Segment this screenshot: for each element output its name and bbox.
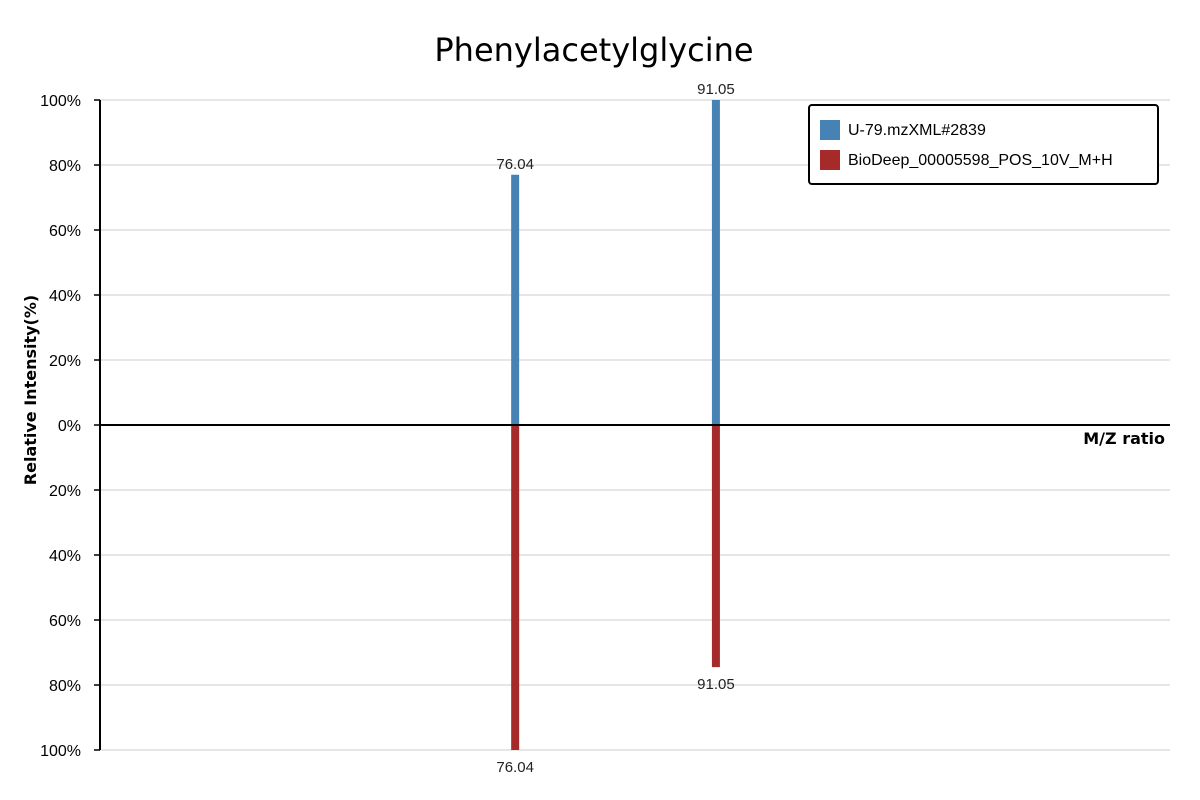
sample-peak-bar — [711, 100, 720, 425]
peak-labels: 76.04 91.05 76.04 91.05 — [496, 81, 734, 776]
legend-label-sample: U-79.mzXML#2839 — [848, 122, 986, 139]
sample-peak-bar — [511, 174, 520, 425]
y-tick-label: 60% — [49, 613, 81, 630]
sample-peak-label: 76.04 — [496, 156, 534, 173]
y-tick-label: 40% — [49, 548, 81, 565]
peak-bars — [511, 100, 720, 750]
y-tick-label: 60% — [49, 223, 81, 240]
legend-box — [808, 104, 1159, 185]
y-tick-label: 80% — [49, 158, 81, 175]
reference-peak-bar — [711, 425, 720, 668]
y-tick-label: 100% — [40, 743, 81, 760]
sample-peak-label: 91.05 — [697, 81, 735, 98]
chart-title: Phenylacetylglycine — [434, 31, 753, 69]
y-tick-label: 20% — [49, 483, 81, 500]
reference-peak-label: 91.05 — [697, 676, 735, 693]
legend: U-79.mzXML#2839 BioDeep_00005598_POS_10V… — [808, 104, 1159, 185]
reference-peak-bar — [511, 425, 520, 750]
reference-peak-label: 76.04 — [496, 759, 534, 776]
y-tick-label: 80% — [49, 678, 81, 695]
legend-swatch-reference — [820, 150, 840, 170]
y-axis-ticks: 100% 80% 60% 40% 20% 0% 20% 40% 60% 80% 100% — [40, 93, 100, 760]
y-tick-label: 100% — [40, 93, 81, 110]
y-axis-label: Relative Intensity(%) — [21, 295, 40, 485]
grid-lines — [100, 99, 1170, 751]
y-tick-label: 0% — [58, 418, 81, 435]
legend-label-reference: BioDeep_00005598_POS_10V_M+H — [848, 152, 1113, 169]
y-tick-label: 20% — [49, 353, 81, 370]
x-axis-label: M/Z ratio — [1083, 429, 1165, 448]
y-tick-label: 40% — [49, 288, 81, 305]
legend-swatch-sample — [820, 120, 840, 140]
